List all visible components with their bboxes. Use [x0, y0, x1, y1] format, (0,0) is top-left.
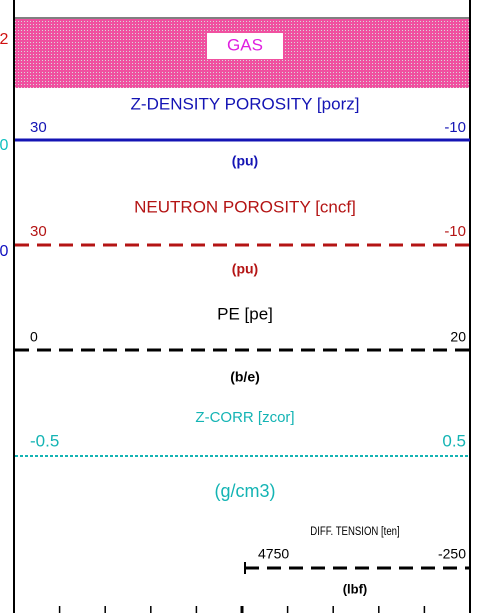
track-title: Z-CORR [zcor] — [195, 409, 294, 426]
scale-right: 0.5 — [442, 431, 466, 450]
edge-fragment: 0 — [0, 243, 9, 260]
track-unit: (pu) — [232, 261, 258, 277]
track-unit: (pu) — [232, 153, 258, 169]
scale-right: -10 — [444, 119, 466, 136]
scale-left: 0 — [30, 329, 38, 345]
track-title: NEUTRON POROSITY [cncf] — [134, 197, 356, 216]
gas-box — [207, 33, 283, 59]
scale-right: -250 — [438, 546, 466, 562]
track-title: DIFF. TENSION [ten] — [310, 525, 399, 538]
track-unit: (lbf) — [343, 581, 368, 596]
track-title: Z-DENSITY POROSITY [porz] — [131, 94, 360, 113]
scale-left: -0.5 — [30, 431, 59, 450]
edge-fragment: 2 — [0, 31, 9, 48]
scale-left: 30 — [30, 119, 47, 136]
scale-left: 4750 — [258, 546, 289, 562]
scale-left: 30 — [30, 223, 47, 240]
edge-fragment: 0 — [0, 137, 9, 154]
scale-right: -10 — [444, 223, 466, 240]
gas-label: GAS — [227, 35, 263, 54]
scale-right: 20 — [450, 329, 466, 345]
track-title: PE [pe] — [217, 304, 273, 323]
track-unit: (g/cm3) — [214, 481, 275, 501]
track-unit: (b/e) — [230, 369, 260, 385]
